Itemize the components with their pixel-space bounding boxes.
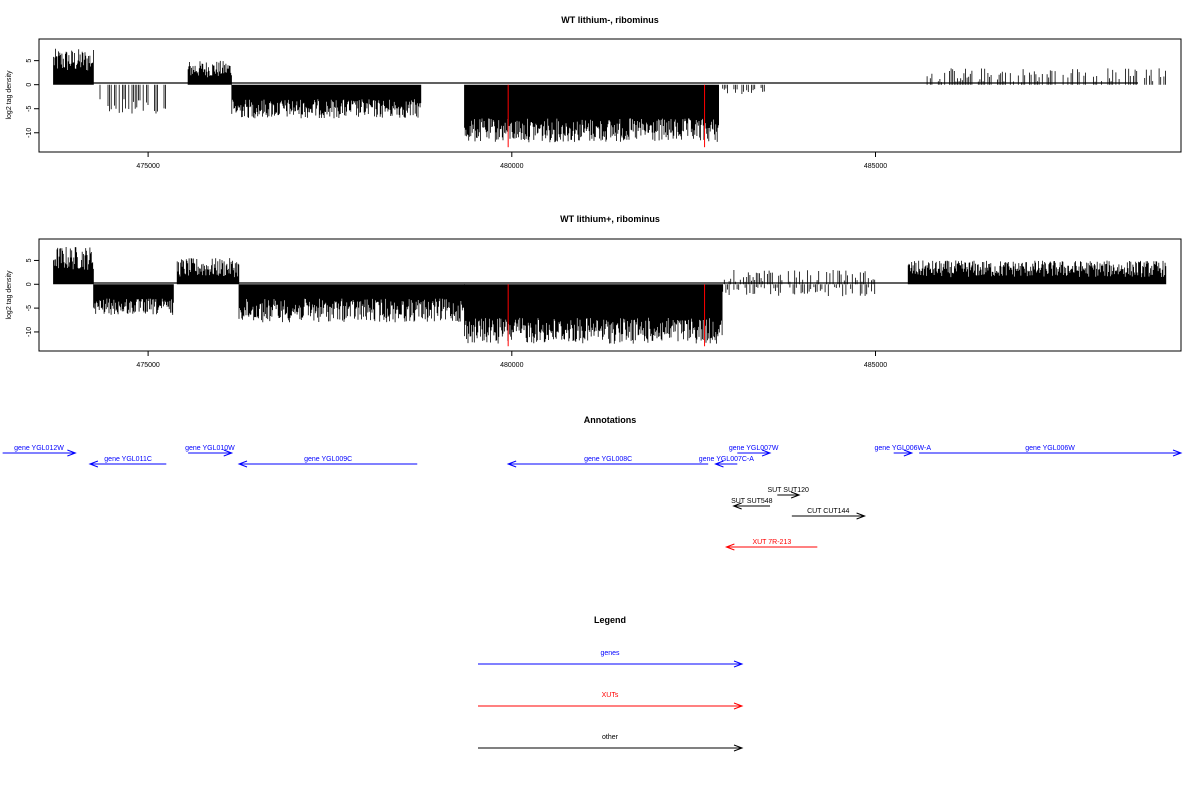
y-tick-label: 5 <box>26 258 33 262</box>
feature-arrowhead <box>223 449 234 457</box>
track-panel-1: WT lithium-, ribominus log2 tag density … <box>6 15 1182 170</box>
feature-arrowhead <box>761 449 772 457</box>
panel-2-x-axis: 475000 480000 485000 <box>136 351 887 369</box>
density-bar-segment <box>176 258 240 285</box>
density-bar-segment <box>464 84 719 143</box>
density-bar-segment <box>926 68 1166 85</box>
panel-1-ylabel: log2 tag density <box>6 70 13 120</box>
y-tick-label: 0 <box>26 282 33 286</box>
panel-1-title: WT lithium-, ribominus <box>561 15 659 25</box>
y-tick-label: -10 <box>26 128 33 138</box>
y-tick-label: 5 <box>26 59 33 63</box>
feature-arrowhead <box>237 460 248 468</box>
feature-label: gene YGL007C-A <box>699 456 754 463</box>
feature-label: CUT CUT144 <box>807 508 849 515</box>
feature-arrowhead <box>88 460 99 468</box>
track-panel-2: WT lithium+, ribominus log2 tag density … <box>6 214 1182 369</box>
y-tick-label: -5 <box>26 106 33 112</box>
panel-1-frame <box>38 38 1182 153</box>
feature-label: gene YGL012W <box>14 445 64 452</box>
feature-label: gene YGL009C <box>304 456 352 463</box>
density-bar-segment <box>722 284 876 297</box>
density-bar-segment <box>99 84 166 114</box>
legend-arrowhead <box>733 660 744 668</box>
feature-arrowhead <box>732 502 742 510</box>
feature-arrowhead <box>790 491 801 499</box>
feature-arrowhead <box>506 460 517 468</box>
x-tick-label: 480000 <box>500 362 523 369</box>
panel-2-title: WT lithium+, ribominus <box>560 214 660 224</box>
legend-title: Legend <box>594 615 626 625</box>
annotations-title: Annotations <box>584 415 637 425</box>
legend-label: other <box>602 734 619 741</box>
y-tick-label: -10 <box>26 327 33 337</box>
legend-label: XUTs <box>602 692 619 699</box>
feature-arrowhead <box>903 449 914 457</box>
feature-arrowhead <box>856 512 867 520</box>
feature-label: gene YGL007W <box>729 445 779 452</box>
x-tick-label: 480000 <box>500 163 523 170</box>
density-bar-segment <box>53 247 94 285</box>
density-bar-segment <box>907 260 1167 285</box>
feature-arrowhead <box>1172 449 1183 457</box>
feature-arrowhead <box>67 449 77 457</box>
panel-2-bars <box>53 247 1167 347</box>
density-bar-segment <box>231 84 422 119</box>
density-bar-segment <box>238 284 465 323</box>
density-bar-segment <box>723 270 876 285</box>
feature-label: SUT SUT120 <box>767 487 809 494</box>
legend-label: genes <box>600 650 620 657</box>
x-tick-label: 475000 <box>136 163 159 170</box>
density-bar-segment <box>187 60 232 85</box>
x-tick-label: 485000 <box>864 362 887 369</box>
density-bar-segment <box>53 48 94 85</box>
feature-arrowhead <box>724 543 735 551</box>
feature-label: SUT SUT548 <box>731 498 773 505</box>
panel-1-bars <box>53 48 1166 148</box>
feature-label: gene YGL006W-A <box>874 445 931 452</box>
density-bar-segment <box>93 284 174 315</box>
feature-label: gene YGL010W <box>185 445 235 452</box>
feature-label: XUT 7R-213 <box>752 539 791 546</box>
feature-label: gene YGL008C <box>584 456 632 463</box>
panel-2-y-axis: 5 0 -5 -10 <box>26 258 39 337</box>
feature-label: gene YGL011C <box>104 456 152 463</box>
feature-arrowhead <box>714 460 724 468</box>
legend-arrowhead <box>733 702 744 710</box>
annotation-features: gene YGL012W gene YGL011C gene YGL010W gene… <box>2 445 1183 551</box>
x-tick-label: 485000 <box>864 163 887 170</box>
legend-panel: Legend genes XUTs other <box>478 615 744 752</box>
panel-1-x-axis: 475000 480000 485000 <box>136 152 887 170</box>
feature-label: gene YGL006W <box>1025 445 1075 452</box>
legend-items: genes XUTs other <box>478 650 744 752</box>
density-bar-segment <box>722 84 765 94</box>
legend-arrowhead <box>733 744 744 752</box>
x-tick-label: 475000 <box>136 362 159 369</box>
y-tick-label: 0 <box>26 83 33 87</box>
density-bar-segment <box>464 284 723 344</box>
y-tick-label: -5 <box>26 305 33 311</box>
panel-2-ylabel: log2 tag density <box>6 270 13 320</box>
panel-1-y-axis: 5 0 -5 -10 <box>26 59 39 138</box>
panel-2-frame <box>38 238 1182 352</box>
